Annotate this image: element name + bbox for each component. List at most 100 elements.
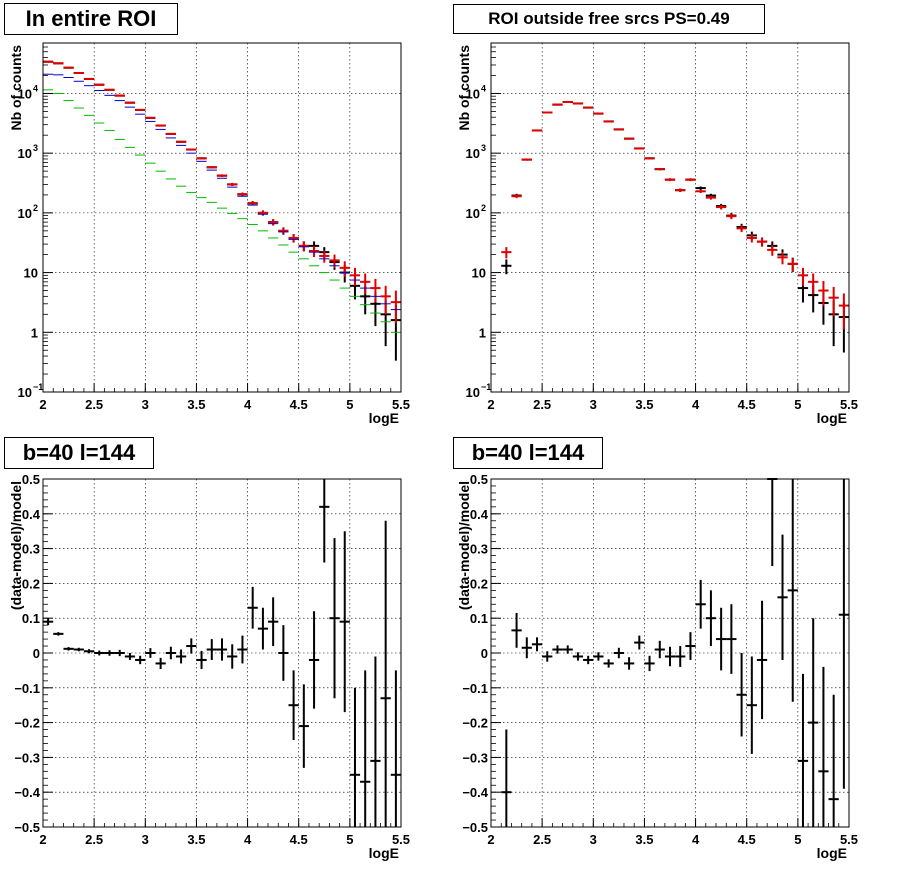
series-4 [43, 89, 401, 333]
x-tick-label: 5.5 [392, 397, 410, 412]
x-tick-label: 3 [142, 397, 149, 412]
x-tick-label: 2 [487, 832, 494, 847]
x-tick-label: 3 [142, 832, 149, 847]
y-tick-label: −0.3 [14, 750, 40, 765]
y-tick-label: 10 [18, 86, 32, 101]
y-tick-label: −0.1 [14, 681, 40, 696]
y-tick-exponent: 2 [481, 203, 486, 213]
y-tick-label: 0.2 [470, 576, 488, 591]
y-tick-label: 10 [466, 385, 480, 400]
y-tick-label: 1 [479, 325, 486, 340]
x-tick-label: 5 [346, 397, 353, 412]
plot-frame [42, 478, 402, 828]
y-tick-exponent: 4 [33, 83, 38, 93]
y-tick-label: −0.5 [14, 820, 40, 835]
y-tick-label: 0.2 [22, 576, 40, 591]
y-tick-label: 10 [18, 206, 32, 221]
y-tick-label: 10 [466, 146, 480, 161]
x-tick-label: 5.5 [840, 397, 858, 412]
y-tick-label: 0 [481, 646, 488, 661]
y-tick-label: 0 [33, 646, 40, 661]
y-tick-exponent: 3 [481, 143, 486, 153]
series-3 [43, 73, 401, 311]
y-tick-exponent: −1 [481, 382, 491, 392]
x-tick-label: 4 [244, 397, 252, 412]
x-tick-label: 4.5 [738, 397, 756, 412]
y-tick-label: 10 [18, 146, 32, 161]
y-tick-label: 0.5 [22, 472, 40, 487]
y-tick-label: −0.4 [462, 785, 488, 800]
y-axis-label: (data-model)/model [456, 481, 472, 610]
x-tick-label: 4.5 [290, 832, 308, 847]
y-tick-label: −0.4 [14, 785, 40, 800]
y-tick-label: 10 [24, 266, 38, 281]
y-tick-label: −0.3 [462, 750, 488, 765]
x-tick-label: 2.5 [533, 832, 551, 847]
chart-panel-3: 2 2.5 3 3.5 4 4.5 5 5.5 −0.5 −0.4 −0.3 −0.2 −0.1 0 0.1… [8, 472, 410, 861]
y-tick-label: −0.1 [462, 681, 488, 696]
x-tick-label: 5 [346, 832, 353, 847]
residual-series [43, 479, 401, 827]
y-tick-label: 0.1 [470, 611, 488, 626]
y-axis-label: Nb of counts [456, 45, 472, 131]
y-tick-label: 1 [31, 325, 38, 340]
y-tick-label: −0.5 [462, 820, 488, 835]
x-tick-label: 5 [794, 832, 801, 847]
x-tick-label: 4.5 [738, 832, 756, 847]
x-tick-label: 4.5 [290, 397, 308, 412]
y-tick-label: 0.5 [470, 472, 488, 487]
plot-area [491, 43, 849, 392]
series-2 [501, 100, 849, 330]
y-tick-exponent: 4 [481, 83, 486, 93]
x-tick-label: 4 [692, 397, 700, 412]
plot-frame [490, 42, 850, 393]
y-tick-label: 0.4 [470, 507, 489, 522]
x-tick-label: 4 [244, 832, 252, 847]
x-tick-label: 2 [39, 832, 46, 847]
residual-series [501, 478, 849, 827]
y-tick-label: 10 [466, 86, 480, 101]
x-axis-label: logE [817, 845, 847, 861]
y-tick-label: 0.3 [470, 542, 488, 557]
x-tick-label: 5.5 [840, 832, 858, 847]
series-2 [43, 60, 401, 324]
x-tick-label: 5 [794, 397, 801, 412]
y-axis-label: (data-model)/model [8, 481, 24, 610]
x-tick-label: 2.5 [85, 397, 103, 412]
plot-area [43, 43, 401, 392]
y-tick-label: 10 [466, 206, 480, 221]
y-tick-label: 10 [472, 266, 486, 281]
x-axis-label: logE [817, 410, 847, 426]
y-tick-label: 10 [18, 385, 32, 400]
y-tick-label: 0.4 [22, 507, 41, 522]
x-tick-label: 5.5 [392, 832, 410, 847]
chart-title-roi-outside: ROI outside free srcs PS=0.49 [453, 4, 765, 34]
x-tick-label: 2.5 [85, 832, 103, 847]
x-tick-label: 3.5 [635, 397, 653, 412]
x-tick-label: 3.5 [635, 832, 653, 847]
y-tick-label: 0.3 [22, 542, 40, 557]
x-tick-label: 2 [39, 397, 46, 412]
y-tick-label: −0.2 [462, 716, 488, 731]
x-axis-label: logE [369, 410, 399, 426]
x-tick-label: 3 [590, 832, 597, 847]
y-tick-exponent: 2 [33, 203, 38, 213]
x-tick-label: 2.5 [533, 397, 551, 412]
x-tick-label: 2 [487, 397, 494, 412]
y-axis-label: Nb of counts [8, 45, 24, 131]
y-tick-exponent: 3 [33, 143, 38, 153]
y-tick-label: −0.2 [14, 716, 40, 731]
plot-frame [42, 42, 402, 393]
chart-title-residual-right: b=40 l=144 [453, 437, 603, 469]
x-axis-label: logE [369, 845, 399, 861]
x-tick-label: 3 [590, 397, 597, 412]
x-tick-label: 4 [692, 832, 700, 847]
y-tick-label: 0.1 [22, 611, 40, 626]
x-tick-label: 3.5 [187, 832, 205, 847]
chart-title-entire-roi: In entire ROI [4, 3, 178, 35]
x-tick-label: 3.5 [187, 397, 205, 412]
y-tick-exponent: −1 [33, 382, 43, 392]
